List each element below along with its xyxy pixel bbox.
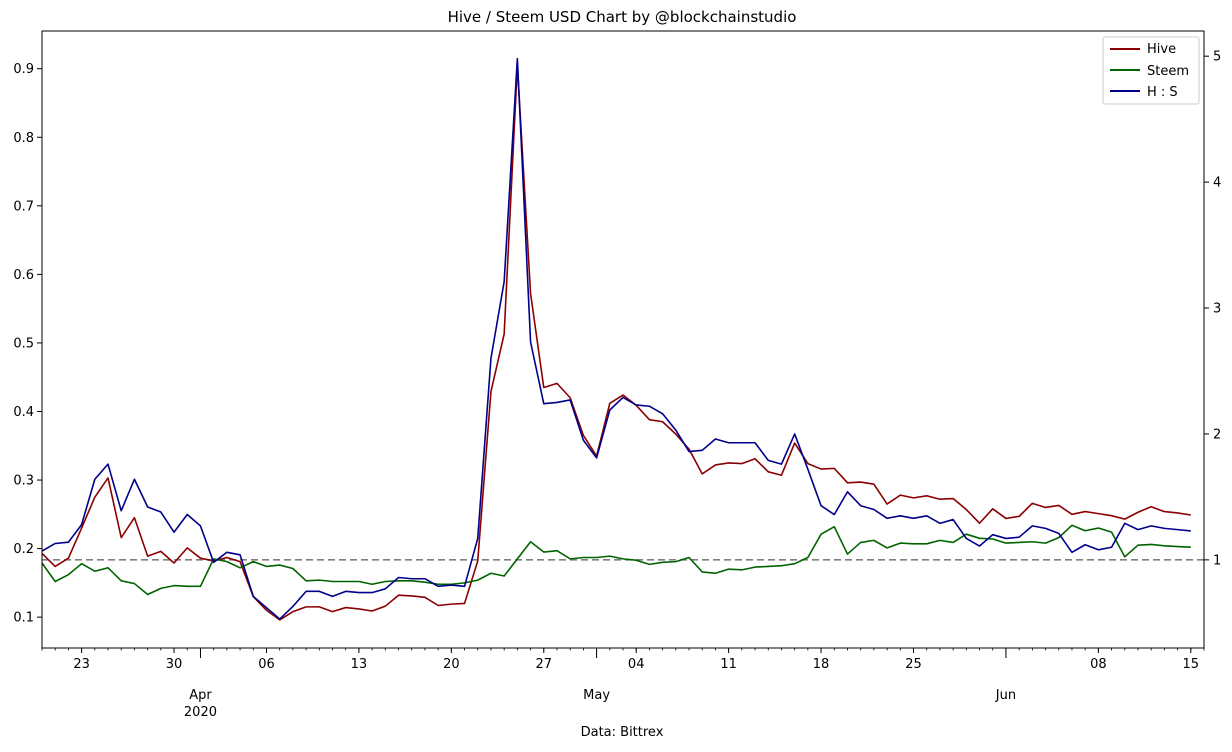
x-tick-label: 06 <box>258 657 275 672</box>
series-line-h-s <box>41 57 1191 620</box>
x-year-label: 2020 <box>184 705 217 720</box>
x-tick-label: 15 <box>1183 657 1200 672</box>
x-tick-label: 13 <box>351 657 368 672</box>
y-right-tick-label: 2 <box>1213 427 1221 442</box>
x-month-label: Jun <box>995 688 1016 703</box>
x-tick-label: 25 <box>905 657 922 672</box>
legend: Hive Steem H : S <box>1102 36 1200 105</box>
y-left-tick-label: 0.1 <box>13 611 34 626</box>
y-left-tick-label: 0.8 <box>13 131 34 146</box>
x-axis-label: Data: Bittrex <box>581 725 664 740</box>
legend-box <box>1102 36 1200 105</box>
x-tick-label: 23 <box>73 657 90 672</box>
x-month-label: Apr <box>189 688 212 703</box>
x-tick-label: 20 <box>443 657 460 672</box>
y-right-tick-label: 1 <box>1213 553 1221 568</box>
legend-label-hs: H : S <box>1147 85 1178 100</box>
legend-label-hive: Hive <box>1147 42 1176 57</box>
y-left-tick-label: 0.4 <box>13 405 34 420</box>
y-right-tick-label: 3 <box>1213 302 1221 317</box>
legend-label-steem: Steem <box>1147 64 1189 79</box>
x-tick-label: 30 <box>166 657 183 672</box>
y-right-tick-label: 5 <box>1213 50 1221 65</box>
x-tick-label: 04 <box>628 657 645 672</box>
y-left-tick-label: 0.7 <box>13 199 34 214</box>
series-line-hive <box>41 64 1191 621</box>
x-tick-label: 08 <box>1090 657 1107 672</box>
y-left-tick-label: 0.9 <box>13 62 34 77</box>
y-left-tick-label: 0.6 <box>13 268 34 283</box>
chart-title: Hive / Steem USD Chart by @blockchainstu… <box>448 8 797 26</box>
x-tick-label: 11 <box>720 657 737 672</box>
y-left-tick-label: 0.5 <box>13 336 34 351</box>
series-line-steem <box>41 524 1191 596</box>
x-month-label: May <box>583 688 610 703</box>
y-left-tick-label: 0.3 <box>13 474 34 489</box>
y-left-tick-label: 0.2 <box>13 542 34 557</box>
x-tick-label: 27 <box>535 657 552 672</box>
x-tick-label: 18 <box>813 657 830 672</box>
y-right-tick-label: 4 <box>1213 176 1221 191</box>
